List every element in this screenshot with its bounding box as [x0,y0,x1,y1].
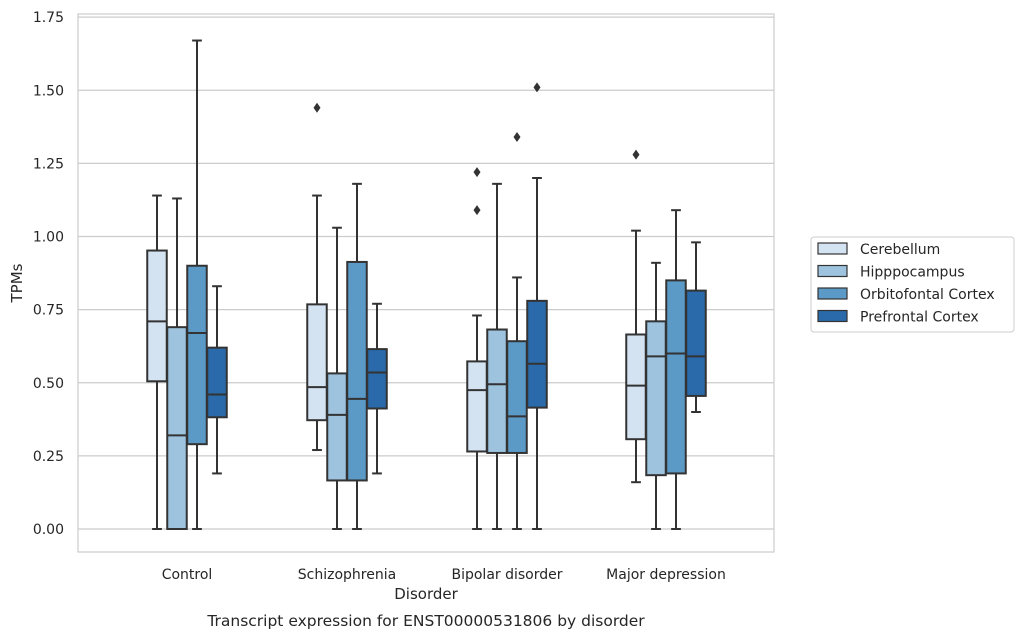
x-tick-label: Major depression [606,567,726,583]
outlier-point [533,82,541,93]
box-prefrontal-cortex-3 [685,241,707,413]
legend-label: Orbitofontal Cortex [860,287,995,303]
chart-title: Transcript expression for ENST0000053180… [206,612,645,630]
x-tick-label: Control [162,567,213,583]
iqr-box [206,346,228,419]
iqr-box [466,360,488,453]
box-cerebellum-0 [146,194,168,530]
box-orbitofontal-cortex-0 [186,39,208,530]
y-tick-label: 0.25 [33,449,64,465]
iqr-box [326,372,348,482]
iqr-box [665,279,687,475]
iqr-box [685,289,707,397]
box-hipppocampus-0 [166,197,188,530]
iqr-box [306,303,328,422]
iqr-box [166,326,188,530]
box-prefrontal-cortex-0 [206,285,228,475]
iqr-box [186,264,208,446]
x-tick-labels: Control Schizophrenia Bipolar disorder Majo… [162,567,726,583]
legend-items: Cerebellum Hipppocampus Orbitofontal Corte… [817,242,995,326]
iqr-box [146,249,168,383]
y-tick-label: 1.75 [33,10,64,26]
plot-frame [77,13,775,553]
iqr-box [346,260,368,482]
outlier-point [313,102,321,113]
legend-label: Hipppocampus [860,265,965,281]
iqr-box [526,299,548,409]
iqr-box [625,333,647,441]
box-hipppocampus-3 [645,261,667,530]
box-cerebellum-2 [466,167,488,530]
y-tick-label: 1.00 [33,230,64,246]
y-tick-label: 0.00 [33,522,64,538]
outlier-point [632,149,640,160]
legend-swatch [817,242,848,255]
box-prefrontal-cortex-1 [366,302,388,475]
legend-swatch [817,309,848,323]
legend: Cerebellum Hipppocampus Orbitofontal Corte… [810,236,1015,333]
outlier-point [473,167,481,178]
legend-swatch [817,264,848,278]
y-tick-labels: 0.00 0.25 0.50 0.75 1.00 1.25 1.50 1.75 [33,10,64,538]
box-orbitofontal-cortex-2 [506,132,528,530]
iqr-box [645,320,667,477]
box-hipppocampus-1 [326,226,348,530]
y-tick-label: 0.75 [33,303,64,319]
legend-swatch [817,287,848,300]
outlier-point [473,205,481,216]
x-axis-title: Disorder [394,585,458,603]
box-orbitofontal-cortex-1 [346,182,368,530]
boxes-layer [146,39,707,530]
box-prefrontal-cortex-2 [526,82,548,530]
legend-label: Cerebellum [860,242,940,258]
iqr-box [366,348,388,410]
iqr-box [486,328,508,454]
x-tick-label: Bipolar disorder [451,567,562,583]
legend-frame [810,236,1015,333]
outlier-point [513,132,521,143]
box-cerebellum-1 [306,102,328,452]
box-hipppocampus-2 [486,182,508,530]
y-tick-label: 1.25 [33,156,64,172]
y-tick-label: 1.50 [33,83,64,99]
legend-label: Prefrontal Cortex [860,310,979,326]
iqr-box [506,340,528,454]
y-axis-title: TPMs [8,263,26,303]
box-orbitofontal-cortex-3 [665,209,687,530]
x-tick-label: Schizophrenia [298,567,396,583]
y-tick-label: 0.50 [33,376,64,392]
box-cerebellum-3 [625,149,647,484]
